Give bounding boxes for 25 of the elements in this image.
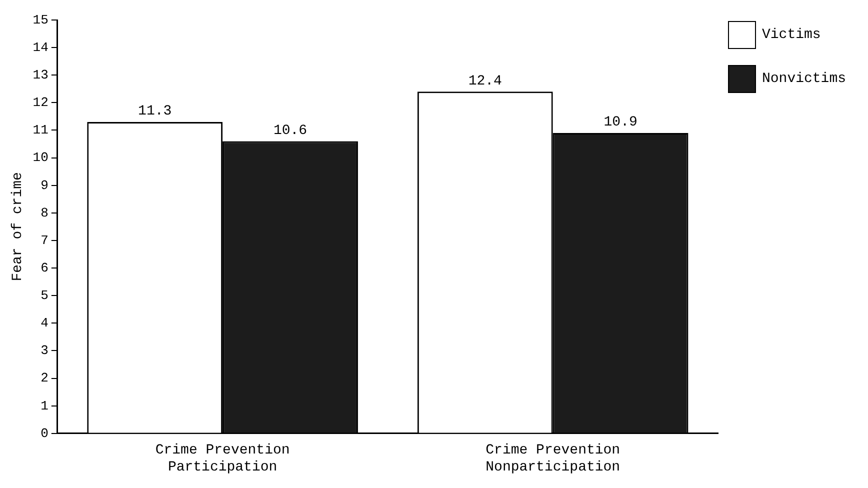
- y-tick-label: 1: [40, 398, 49, 414]
- y-tick-label: 10: [32, 150, 48, 166]
- legend-label: Nonvictims: [762, 71, 846, 87]
- y-tick-label: 3: [40, 343, 48, 358]
- y-tick-label: 4: [40, 316, 49, 331]
- x-tick-label: Crime Prevention Participation: [155, 442, 290, 476]
- data-label: 10.9: [604, 114, 638, 131]
- y-tick-label: 14: [32, 40, 49, 55]
- y-tick-label: 0: [40, 426, 48, 441]
- x-tick-label: Crime Prevention Nonparticipation: [486, 442, 620, 476]
- y-tick-label: 2: [40, 370, 48, 386]
- y-tick-label: 6: [40, 260, 48, 276]
- y-tick-label: 7: [40, 232, 48, 248]
- data-label: 10.6: [273, 122, 308, 139]
- y-tick-label: 5: [40, 288, 48, 304]
- data-label: 11.3: [138, 104, 172, 120]
- y-tick-label: 9: [40, 178, 48, 193]
- data-label: 12.4: [468, 73, 502, 90]
- y-tick-label: 13: [32, 68, 48, 83]
- y-axis-title: Fear of crime: [10, 172, 26, 282]
- y-tick-label: 11: [32, 122, 49, 138]
- y-tick-label: 12: [32, 95, 48, 110]
- text: Victims: [762, 27, 821, 43]
- y-tick-label: 15: [32, 12, 48, 28]
- y-tick-label: 8: [40, 205, 48, 220]
